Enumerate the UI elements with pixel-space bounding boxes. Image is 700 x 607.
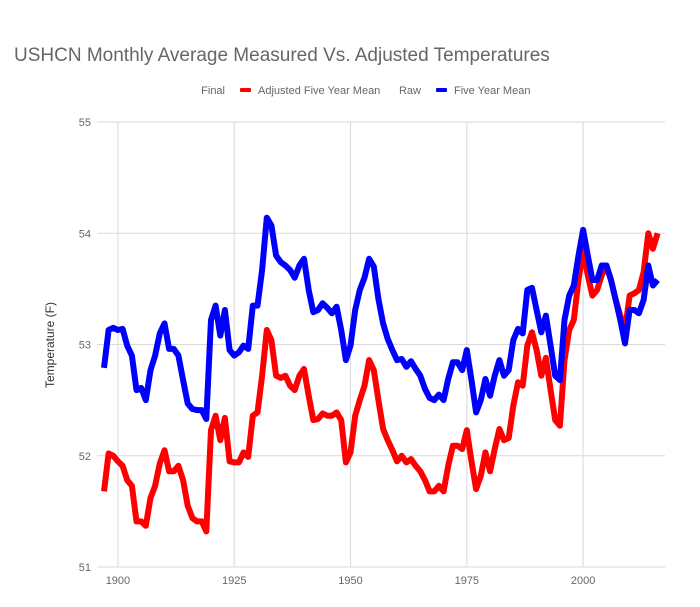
x-tick-label: 1900 [106,575,130,587]
legend: Final Adjusted Five Year Mean Raw Five Y… [201,85,530,97]
x-tick-label: 1950 [338,575,362,587]
x-tick-label: 2000 [571,575,595,587]
y-tick-label: 52 [79,451,91,463]
x-tick-label: 1925 [222,575,246,587]
series-lines [101,214,661,535]
legend-label-adjusted: Adjusted Five Year Mean [258,85,380,97]
y-tick-label: 51 [79,562,91,574]
y-axis-ticks: 51 52 53 54 55 [79,117,91,574]
x-tick-label: 1975 [455,575,479,587]
series-line-five-year-mean [101,214,660,422]
legend-swatch-adjusted [240,88,251,92]
y-tick-label: 53 [79,340,91,352]
legend-swatch-raw [436,88,447,92]
gridlines [97,121,665,568]
legend-group-raw: Raw [399,85,421,97]
series-line-adjusted-five-year-mean [101,230,661,535]
legend-group-final: Final [201,85,225,97]
x-axis-ticks: 1900 1925 1950 1975 2000 [106,575,596,587]
legend-label-raw: Five Year Mean [454,85,530,97]
y-tick-label: 55 [79,117,91,129]
y-axis-title: Temperature (F) [43,302,57,388]
chart-title: USHCN Monthly Average Measured Vs. Adjus… [14,45,550,66]
y-tick-label: 54 [79,228,91,240]
